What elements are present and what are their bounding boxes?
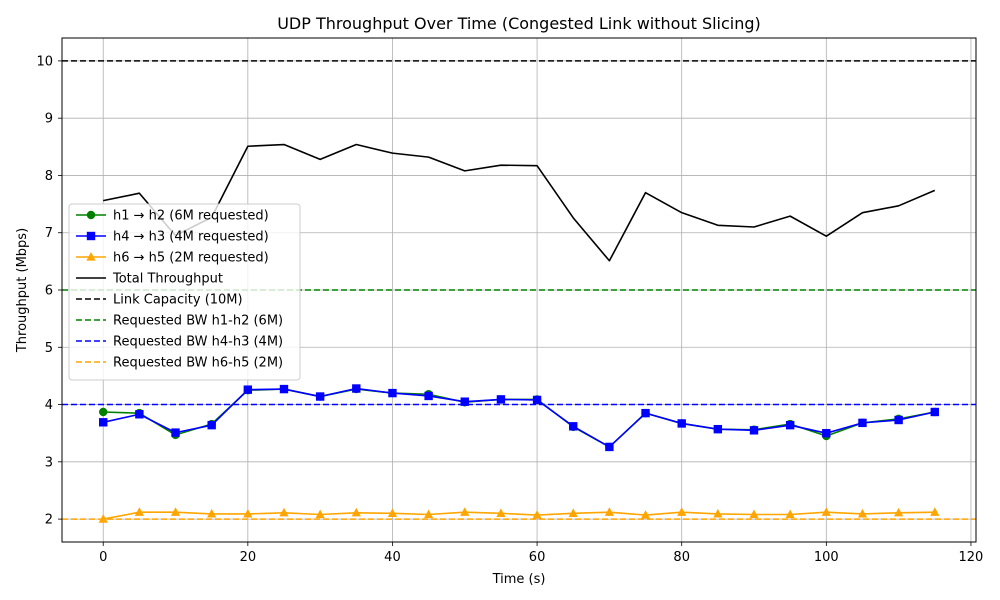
legend-marker xyxy=(86,231,96,241)
data-point xyxy=(785,420,795,430)
data-point xyxy=(135,410,144,419)
data-point xyxy=(496,395,506,404)
x-axis-label: Time (s) xyxy=(492,572,546,587)
x-tick-label: 40 xyxy=(384,550,401,565)
data-point xyxy=(532,510,542,519)
chart-title: UDP Throughput Over Time (Congested Link… xyxy=(277,14,761,33)
data-point xyxy=(170,507,181,516)
data-point xyxy=(858,418,867,428)
data-point xyxy=(315,509,325,519)
data-point xyxy=(279,507,289,517)
y-tick-label: 7 xyxy=(45,226,53,241)
data-point xyxy=(713,424,723,434)
data-point xyxy=(604,507,614,516)
legend: h1 → h2 (6M requested) h4 → h3 (4M reques… xyxy=(68,203,301,381)
data-point xyxy=(677,419,686,428)
data-point xyxy=(605,442,614,452)
legend-entry-label: h6 → h5 (2M requested) xyxy=(113,251,269,266)
data-point xyxy=(243,508,253,518)
y-tick-label: 3 xyxy=(45,455,53,470)
legend-box xyxy=(68,203,301,381)
data-point xyxy=(640,510,651,519)
data-point xyxy=(749,426,759,435)
x-tick-label: 100 xyxy=(814,550,839,565)
x-tick-label: 20 xyxy=(240,550,257,565)
data-point xyxy=(894,415,903,425)
data-point xyxy=(243,385,253,394)
y-tick-label: 10 xyxy=(36,54,53,69)
data-point xyxy=(207,420,216,430)
series-line xyxy=(103,143,936,262)
data-point xyxy=(207,508,217,518)
data-point xyxy=(98,514,108,523)
data-point xyxy=(171,428,180,437)
data-point xyxy=(99,418,108,427)
data-point xyxy=(930,407,939,417)
data-point xyxy=(134,507,144,516)
y-tick-label: 2 xyxy=(45,513,53,528)
legend-entry-label: Requested BW h4-h3 (4M) xyxy=(113,335,283,350)
x-tick-label: 60 xyxy=(529,550,546,565)
axis-ticks: 0 20 40 60 80 100 120 2 3 4 5 6 7 8 9 10 xyxy=(36,54,983,565)
y-tick-label: 4 xyxy=(45,398,53,413)
series-line xyxy=(103,387,935,448)
data-point xyxy=(315,392,325,401)
data-point xyxy=(568,508,578,517)
data-point xyxy=(785,509,795,519)
data-point xyxy=(677,507,687,516)
series-lines xyxy=(98,143,940,523)
y-tick-label: 9 xyxy=(45,112,53,127)
legend-marker xyxy=(86,210,96,220)
data-point xyxy=(99,407,108,417)
data-point xyxy=(822,428,831,438)
data-point xyxy=(641,408,650,418)
data-point xyxy=(279,384,289,394)
data-point xyxy=(894,507,904,517)
data-point xyxy=(821,507,831,516)
data-point xyxy=(387,508,398,517)
y-tick-label: 5 xyxy=(45,341,53,356)
data-point xyxy=(713,508,723,518)
legend-entry-label: h4 → h3 (4M requested) xyxy=(113,230,269,245)
data-point xyxy=(857,508,868,518)
data-point xyxy=(351,507,361,517)
data-point xyxy=(460,507,470,516)
x-tick-label: 80 xyxy=(673,550,690,565)
legend-entry-label: h1 → h2 (6M requested) xyxy=(113,209,269,224)
data-point xyxy=(424,391,433,401)
data-point xyxy=(352,384,361,393)
data-point xyxy=(532,395,542,405)
data-point xyxy=(749,509,759,519)
data-point xyxy=(496,508,506,517)
data-point xyxy=(930,507,940,516)
series-line xyxy=(103,511,935,520)
legend-entry-label: Requested BW h6-h5 (2M) xyxy=(113,356,283,371)
legend-entry-label: Requested BW h1-h2 (6M) xyxy=(113,314,283,329)
y-tick-label: 8 xyxy=(45,169,53,184)
data-point xyxy=(569,422,578,431)
legend-marker xyxy=(86,252,96,261)
legend-entry-label: Total Throughput xyxy=(112,272,223,287)
y-axis-label: Throughput (Mbps) xyxy=(15,228,30,353)
y-tick-label: 6 xyxy=(45,284,53,299)
x-tick-label: 0 xyxy=(99,550,107,565)
data-point xyxy=(460,397,469,406)
data-point xyxy=(424,509,434,519)
legend-entry-label: Link Capacity (10M) xyxy=(113,293,243,308)
data-point xyxy=(388,388,397,398)
reference-lines xyxy=(62,60,976,520)
x-tick-label: 120 xyxy=(959,550,984,565)
